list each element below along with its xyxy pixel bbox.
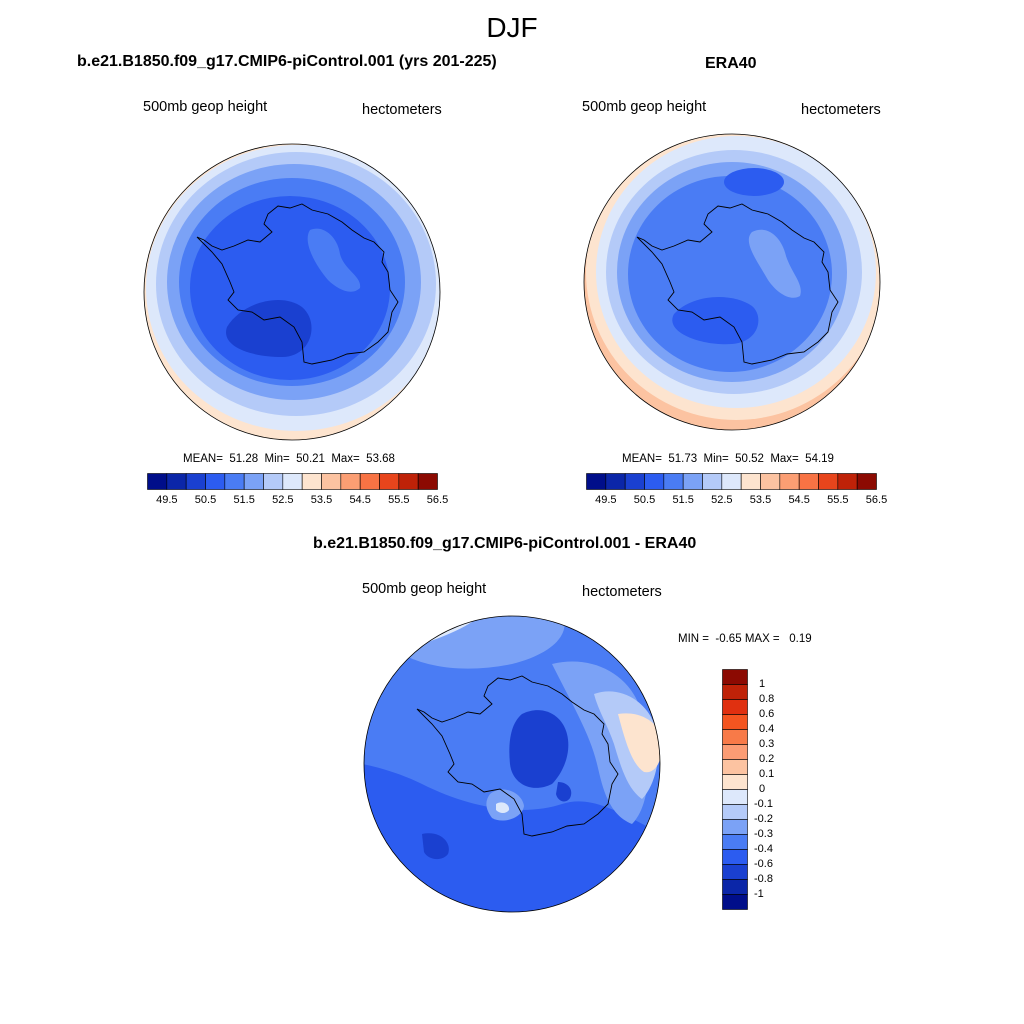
panel2-stats: MEAN= 51.73 Min= 50.52 Max= 54.19	[622, 453, 834, 465]
panel2-colorbar-tick-label: 50.5	[633, 494, 656, 506]
panel2-units-label: hectometers	[801, 102, 881, 118]
panel3-colorbar-swatch	[722, 684, 748, 700]
panel2-colorbar-tick-label: 51.5	[672, 494, 694, 506]
panel3-colorbar-label: -0.2	[754, 812, 773, 825]
panel1-colorbar-swatch	[417, 473, 438, 490]
panel2-colorbar-swatch	[837, 473, 858, 490]
panel1-colorbar-tick-label: 50.5	[194, 494, 217, 506]
panel2-colorbar-swatch	[856, 473, 877, 490]
panel3-units-label: hectometers	[582, 584, 662, 600]
panel3-colorbar-swatch	[722, 789, 748, 805]
panel1-colorbar-tick-label: 55.5	[388, 494, 410, 506]
figure-title: DJF	[486, 12, 538, 43]
panel3-stats: MIN = -0.65 MAX = 0.19	[678, 633, 812, 645]
panel1-colorbar-tick-label: 49.5	[156, 494, 178, 506]
antarctica-coastline	[416, 675, 619, 837]
panel3-colorbar-label: -0.1	[754, 797, 773, 810]
panel1-colorbar-tick-label: 51.5	[233, 494, 255, 506]
panel2-colorbar-swatch	[798, 473, 819, 490]
panel3-colorbar-swatch	[722, 894, 748, 910]
panel2-colorbar-swatch	[663, 473, 684, 490]
panel3-colorbar-label: -0.8	[754, 872, 773, 885]
panel3-colorbar-label: 0.1	[759, 767, 775, 780]
panel2-left-label: 500mb geop height	[582, 99, 707, 115]
panel1-polar-map	[143, 143, 441, 441]
panel3-left-label: 500mb geop height	[362, 581, 487, 597]
panel1-colorbar-swatch	[282, 473, 303, 490]
panel1-stats: MEAN= 51.28 Min= 50.21 Max= 53.68	[183, 453, 395, 465]
panel3-colorbar-label: 0	[759, 782, 766, 795]
panel3-colorbar	[722, 669, 748, 910]
panel1-colorbar-swatch	[359, 473, 380, 490]
panel3-colorbar-label: 0.2	[759, 752, 775, 765]
panel1-colorbar-swatch	[340, 473, 361, 490]
panel3-colorbar-swatch	[722, 744, 748, 760]
antarctica-coastline	[636, 203, 839, 365]
panel1-colorbar-swatch	[147, 473, 168, 490]
panel2-colorbar-tick-label: 56.5	[865, 494, 888, 506]
panel3-colorbar-swatch	[722, 759, 748, 775]
panel3-colorbar-swatch	[722, 819, 748, 835]
panel3-colorbar-swatch	[722, 729, 748, 745]
panel1-colorbar-swatch	[185, 473, 206, 490]
panel3-colorbar-swatch	[722, 774, 748, 790]
panel1-units-label: hectometers	[362, 102, 442, 118]
panel2-colorbar-swatch	[624, 473, 645, 490]
panel2-colorbar-swatch	[818, 473, 839, 490]
panel1-colorbar-swatch	[243, 473, 264, 490]
panel3-colorbar-swatch	[722, 834, 748, 850]
panel3-colorbar-swatch	[722, 864, 748, 880]
panel3-colorbar-swatch	[722, 879, 748, 895]
panel2-colorbar-swatch	[682, 473, 703, 490]
antarctica-coastline	[196, 203, 399, 365]
panel1-colorbar-tick-label: 52.5	[272, 494, 294, 506]
panel2-colorbar-swatch	[586, 473, 607, 490]
panel1-colorbar-tick-label: 54.5	[349, 494, 371, 506]
panel2-title: ERA40	[705, 55, 757, 72]
panel1-colorbar-swatch	[379, 473, 400, 490]
panel3-title: b.e21.B1850.f09_g17.CMIP6-piControl.001 …	[313, 535, 697, 552]
panel2-colorbar-tick-label: 55.5	[827, 494, 849, 506]
panel3-colorbar-label: 0.4	[759, 722, 775, 735]
panel3-difference-map	[363, 615, 661, 913]
panel3-colorbar-label: 0.3	[759, 737, 775, 750]
panel3-colorbar-swatch	[722, 714, 748, 730]
panel2-colorbar-swatch	[605, 473, 626, 490]
panel1-colorbar-swatch	[224, 473, 245, 490]
panel3-colorbar-label: 0.8	[759, 692, 775, 705]
panel3-colorbar-label: -0.4	[754, 842, 773, 855]
panel2-colorbar-tick-label: 49.5	[595, 494, 617, 506]
panel2-colorbar-swatch	[760, 473, 781, 490]
panel1-colorbar-swatch	[263, 473, 284, 490]
panel2-colorbar-tick-label: 54.5	[788, 494, 810, 506]
panel2-polar-map	[583, 133, 881, 431]
panel3-colorbar-swatch	[722, 699, 748, 715]
panel1-colorbar-swatch	[321, 473, 342, 490]
panel2-colorbar-swatch	[779, 473, 800, 490]
panel3-colorbar-swatch	[722, 669, 748, 685]
panel2-colorbar-swatch	[644, 473, 665, 490]
panel2-colorbar	[586, 473, 877, 490]
panel1-colorbar-swatch	[166, 473, 187, 490]
panel3-colorbar-swatch	[722, 804, 748, 820]
panel1-colorbar-tick-label: 53.5	[310, 494, 333, 506]
panel3-colorbar-label: -0.6	[754, 857, 773, 870]
panel2-colorbar-tick-label: 53.5	[749, 494, 772, 506]
panel1-colorbar	[147, 473, 438, 490]
panel3-colorbar-label: 1	[759, 677, 766, 690]
panel1-title: b.e21.B1850.f09_g17.CMIP6-piControl.001 …	[77, 53, 497, 70]
panel3-colorbar-swatch	[722, 849, 748, 865]
panel2-colorbar-swatch	[721, 473, 742, 490]
panel2-colorbar-tick-label: 52.5	[711, 494, 733, 506]
panel1-colorbar-tick-label: 56.5	[426, 494, 449, 506]
panel3-colorbar-label: -1	[754, 887, 764, 900]
panel1-colorbar-swatch	[398, 473, 419, 490]
panel1-colorbar-swatch	[301, 473, 322, 490]
panel2-colorbar-swatch	[702, 473, 723, 490]
panel3-colorbar-label: -0.3	[754, 827, 773, 840]
panel1-colorbar-swatch	[205, 473, 226, 490]
panel3-colorbar-label: 0.6	[759, 707, 775, 720]
panel2-colorbar-swatch	[740, 473, 761, 490]
panel1-left-label: 500mb geop height	[143, 99, 268, 115]
